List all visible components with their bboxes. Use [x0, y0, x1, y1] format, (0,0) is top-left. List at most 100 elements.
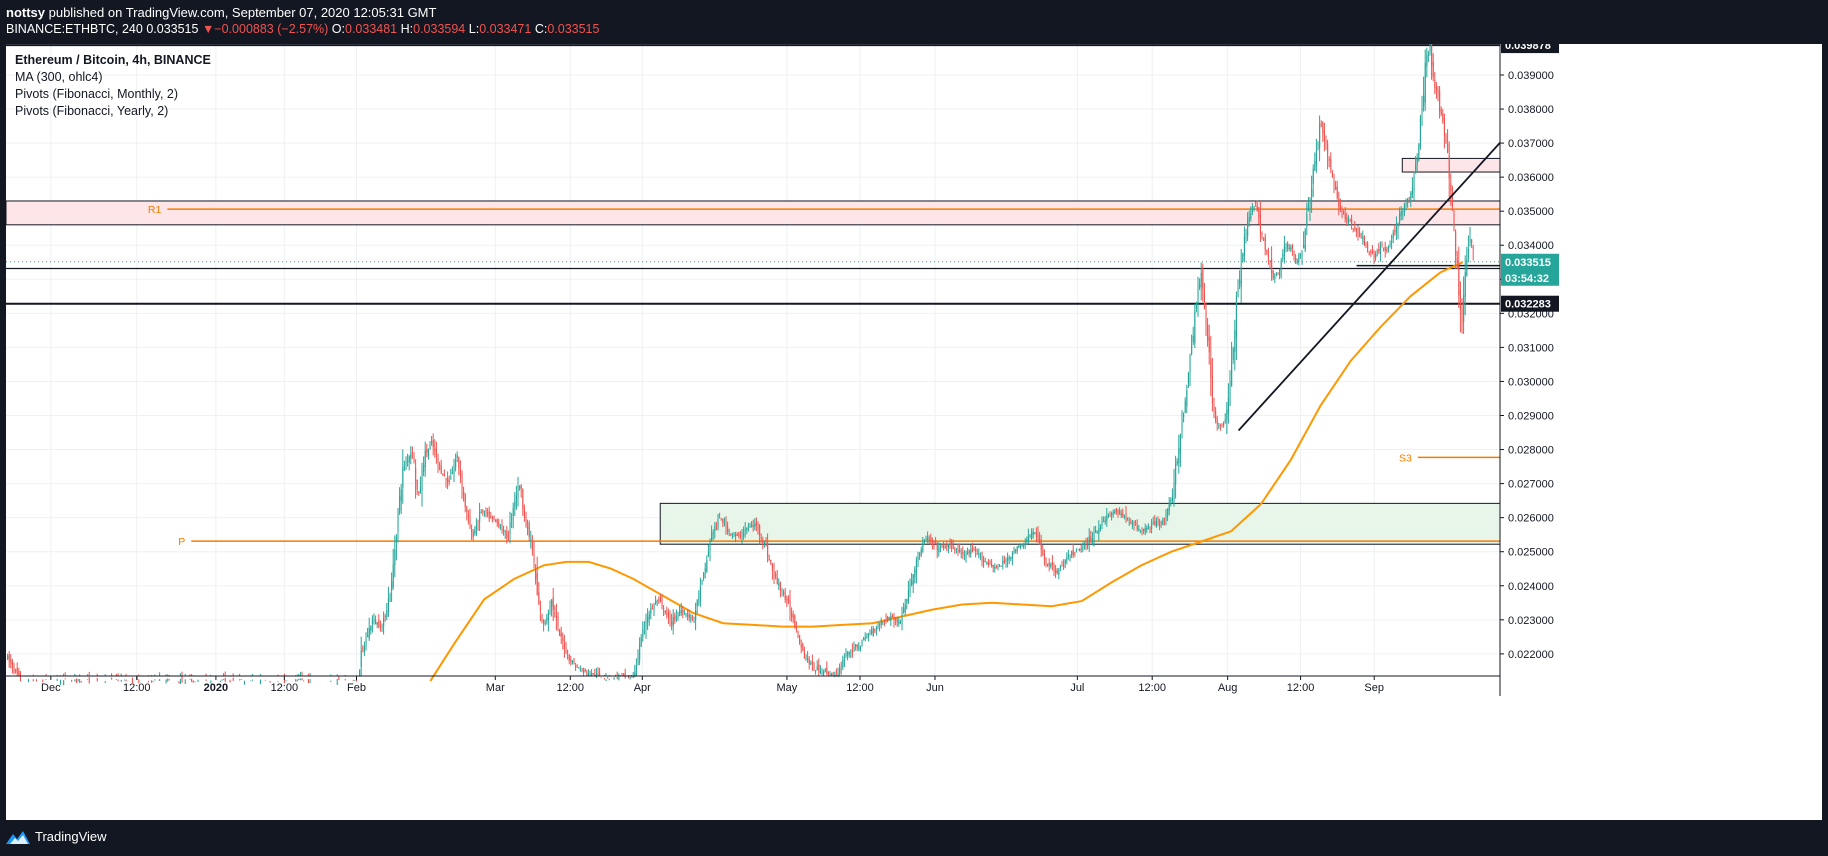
candle-body [104, 681, 106, 684]
candle-body [1339, 204, 1341, 210]
candle-body [197, 679, 199, 682]
author-name[interactable]: nottsy [6, 5, 45, 20]
candle-body [1221, 424, 1223, 426]
candle-body [1199, 284, 1201, 288]
time-tick-label: 2020 [204, 682, 228, 694]
candle-body [992, 565, 994, 568]
candle-body [682, 610, 684, 613]
legend-ma[interactable]: MA (300, ohlc4) [15, 70, 103, 84]
candle-body [648, 614, 650, 620]
candle-body [797, 631, 799, 637]
candle-body [952, 544, 954, 549]
candle-body [663, 608, 665, 610]
candle-body [1434, 79, 1436, 88]
candle-body [539, 606, 541, 611]
candle-body [1274, 276, 1276, 279]
legend-title[interactable]: Ethereum / Bitcoin, 4h, BINANCE [15, 53, 211, 67]
candle-body [559, 629, 561, 637]
candle-body [650, 608, 652, 614]
candle-body [704, 568, 706, 572]
legend-pivots-monthly[interactable]: Pivots (Fibonacci, Monthly, 2) [15, 87, 179, 101]
candle-body [224, 677, 226, 683]
candle-body [1008, 557, 1010, 559]
candle-body [434, 448, 436, 452]
candle-body [515, 495, 517, 500]
candle-body [504, 530, 506, 532]
candle-body [480, 512, 482, 513]
candle-body [711, 532, 713, 542]
price-badge-low-bg [1501, 295, 1559, 312]
candle-body [447, 478, 449, 483]
candle-body [59, 679, 61, 685]
candle-body [381, 625, 383, 629]
candle-body [19, 672, 21, 682]
candle-body [269, 680, 271, 683]
candle-body [1347, 220, 1349, 223]
candle-body [818, 664, 820, 672]
candle-body [864, 637, 866, 641]
candle-body [1243, 237, 1245, 256]
candle-body [74, 679, 76, 682]
candle-body [760, 537, 762, 539]
candle-body [1399, 213, 1401, 222]
price-tick-label: 0.023000 [1508, 615, 1554, 627]
candle-body [1264, 236, 1266, 250]
candle-body [1203, 289, 1205, 308]
chart-area[interactable]: R1 P S3 0.022000 0.023000 0.024000 0.025000 0.… [5, 37, 1822, 820]
candle-body [1003, 559, 1005, 563]
candle-body [707, 551, 709, 556]
published-text: published on TradingView.com, September … [45, 5, 437, 20]
candle-body [1263, 239, 1265, 241]
candle-body [1373, 251, 1375, 259]
candle-body [1227, 397, 1229, 414]
candle-body [415, 467, 417, 481]
legend-pivots-yearly[interactable]: Pivots (Fibonacci, Yearly, 2) [15, 104, 169, 118]
candle-body [1413, 174, 1415, 192]
low-value: 0.033471 [479, 22, 532, 36]
tradingview-logo-icon [6, 830, 30, 844]
candle-body [1085, 544, 1087, 547]
candle-body [1466, 259, 1468, 277]
chart-legend: Ethereum / Bitcoin, 4h, BINANCE MA (300,… [15, 52, 211, 120]
candle-body [1355, 228, 1357, 231]
candle-body [479, 511, 481, 522]
candle-body [855, 644, 857, 647]
tradingview-brand[interactable]: TradingView [6, 829, 107, 844]
candle-body [603, 678, 605, 680]
candle-body [1453, 214, 1455, 227]
candle-body [367, 635, 369, 638]
candle-body [223, 678, 225, 680]
candle-body [727, 526, 729, 532]
price-tick-label: 0.030000 [1508, 376, 1554, 388]
candle-body [959, 549, 961, 553]
candle-body [653, 604, 655, 611]
candle-body [45, 678, 47, 680]
candle-body [1115, 508, 1117, 512]
candle-body [583, 670, 585, 673]
candle-body [517, 486, 519, 498]
candle-body [970, 550, 972, 555]
candle-body [264, 679, 266, 681]
candle-body [1154, 520, 1156, 525]
candle-body [1307, 205, 1309, 211]
candle-body [715, 524, 717, 526]
candle-body [1354, 226, 1356, 229]
candle-body [1117, 510, 1119, 513]
candle-body [771, 564, 773, 571]
candle-body [669, 615, 671, 620]
candle-body [451, 471, 453, 474]
candle-body [439, 464, 441, 466]
candle-body [823, 671, 825, 674]
candle-body [1287, 243, 1289, 249]
candle-body [205, 679, 207, 681]
candle-body [1127, 519, 1129, 521]
candle-body [75, 678, 77, 683]
candle-body [642, 629, 644, 638]
candle-body [506, 531, 508, 539]
candle-body [1224, 419, 1226, 423]
candle-body [1450, 183, 1452, 191]
candle-body [458, 456, 460, 469]
trendlines[interactable] [1237, 122, 1519, 432]
candle-body [1119, 510, 1121, 515]
